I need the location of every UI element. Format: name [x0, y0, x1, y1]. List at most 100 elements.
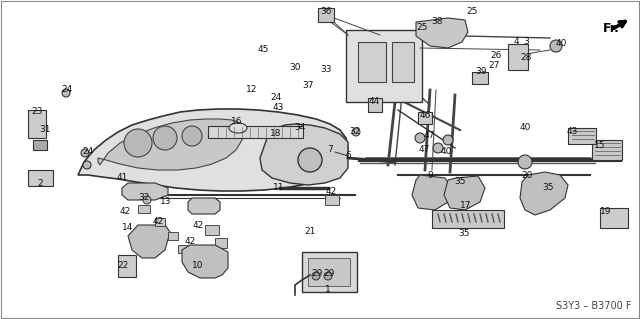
Polygon shape: [188, 198, 220, 214]
Circle shape: [143, 196, 151, 204]
Polygon shape: [182, 245, 228, 278]
Text: 29: 29: [311, 270, 323, 278]
Bar: [368, 98, 382, 112]
Text: 28: 28: [520, 54, 532, 63]
Text: 35: 35: [542, 183, 554, 192]
Text: 22: 22: [117, 261, 129, 270]
Polygon shape: [122, 183, 168, 200]
Text: 3: 3: [523, 38, 529, 47]
Text: 25: 25: [467, 8, 477, 17]
Polygon shape: [416, 18, 468, 48]
Bar: [568, 128, 596, 144]
Polygon shape: [98, 119, 244, 170]
Text: 1: 1: [325, 286, 331, 294]
Text: S3Y3 – B3700 F: S3Y3 – B3700 F: [557, 301, 632, 311]
Text: 33: 33: [320, 65, 332, 75]
Circle shape: [81, 149, 89, 157]
Text: 47: 47: [419, 145, 429, 154]
Text: 23: 23: [31, 108, 43, 116]
Text: 26: 26: [490, 50, 502, 60]
Text: 31: 31: [39, 125, 51, 135]
Text: 24: 24: [270, 93, 282, 101]
Text: 42: 42: [152, 218, 164, 226]
Text: 47: 47: [423, 131, 435, 140]
Text: 14: 14: [122, 224, 134, 233]
Circle shape: [83, 161, 91, 169]
Ellipse shape: [229, 123, 247, 133]
Text: 32: 32: [349, 128, 361, 137]
Text: 16: 16: [231, 117, 243, 127]
Bar: [418, 112, 432, 124]
Text: 46: 46: [419, 110, 431, 120]
Circle shape: [550, 40, 562, 52]
Text: 40: 40: [440, 147, 452, 157]
Text: 32: 32: [138, 194, 150, 203]
Circle shape: [124, 129, 152, 157]
Bar: [178, 245, 190, 253]
Bar: [155, 218, 165, 226]
Bar: [28, 170, 53, 186]
Bar: [168, 232, 178, 240]
Bar: [198, 250, 210, 258]
Text: 15: 15: [595, 140, 605, 150]
Text: 24: 24: [61, 85, 72, 94]
Circle shape: [433, 143, 443, 153]
Text: 43: 43: [272, 103, 284, 113]
Text: 37: 37: [302, 80, 314, 90]
Text: 18: 18: [270, 129, 282, 137]
Bar: [392, 42, 414, 82]
Bar: [472, 72, 488, 84]
Circle shape: [518, 155, 532, 169]
Text: 40: 40: [556, 40, 566, 48]
Text: 34: 34: [294, 123, 306, 132]
Text: 39: 39: [476, 68, 487, 77]
Text: 41: 41: [116, 174, 128, 182]
Text: 42: 42: [325, 188, 337, 197]
Circle shape: [352, 128, 360, 136]
Text: 30: 30: [289, 63, 301, 72]
Text: 21: 21: [304, 227, 316, 236]
Text: 10: 10: [192, 261, 204, 270]
Bar: [592, 140, 622, 160]
Polygon shape: [128, 225, 170, 258]
Text: 13: 13: [160, 197, 172, 206]
Polygon shape: [520, 172, 568, 215]
Circle shape: [443, 135, 453, 145]
Polygon shape: [260, 124, 348, 185]
Bar: [118, 255, 136, 277]
Text: 6: 6: [345, 151, 351, 160]
Text: 4: 4: [513, 38, 519, 47]
Text: 24: 24: [83, 147, 93, 157]
Bar: [28, 110, 46, 138]
Bar: [318, 8, 334, 22]
Bar: [215, 238, 227, 248]
Bar: [138, 205, 150, 213]
Circle shape: [298, 148, 322, 172]
Text: 38: 38: [431, 18, 443, 26]
Text: 9: 9: [427, 170, 433, 180]
Text: 35: 35: [454, 177, 466, 187]
Circle shape: [324, 272, 332, 280]
Text: 20: 20: [522, 170, 532, 180]
Text: 7: 7: [327, 145, 333, 154]
Circle shape: [182, 126, 202, 146]
Text: 45: 45: [257, 46, 269, 55]
Text: 42: 42: [193, 220, 204, 229]
Bar: [600, 208, 628, 228]
Text: 29: 29: [323, 270, 335, 278]
Polygon shape: [412, 175, 452, 210]
Text: 17: 17: [460, 202, 472, 211]
Text: 43: 43: [566, 128, 578, 137]
Text: 35: 35: [458, 229, 470, 239]
Text: 11: 11: [273, 183, 285, 192]
Text: 42: 42: [184, 238, 196, 247]
Text: 44: 44: [369, 98, 380, 107]
Circle shape: [312, 272, 320, 280]
Circle shape: [153, 126, 177, 150]
Circle shape: [415, 133, 425, 143]
Bar: [205, 225, 219, 235]
Polygon shape: [444, 176, 485, 210]
Bar: [308, 258, 350, 286]
Bar: [358, 42, 386, 82]
Polygon shape: [78, 109, 348, 191]
